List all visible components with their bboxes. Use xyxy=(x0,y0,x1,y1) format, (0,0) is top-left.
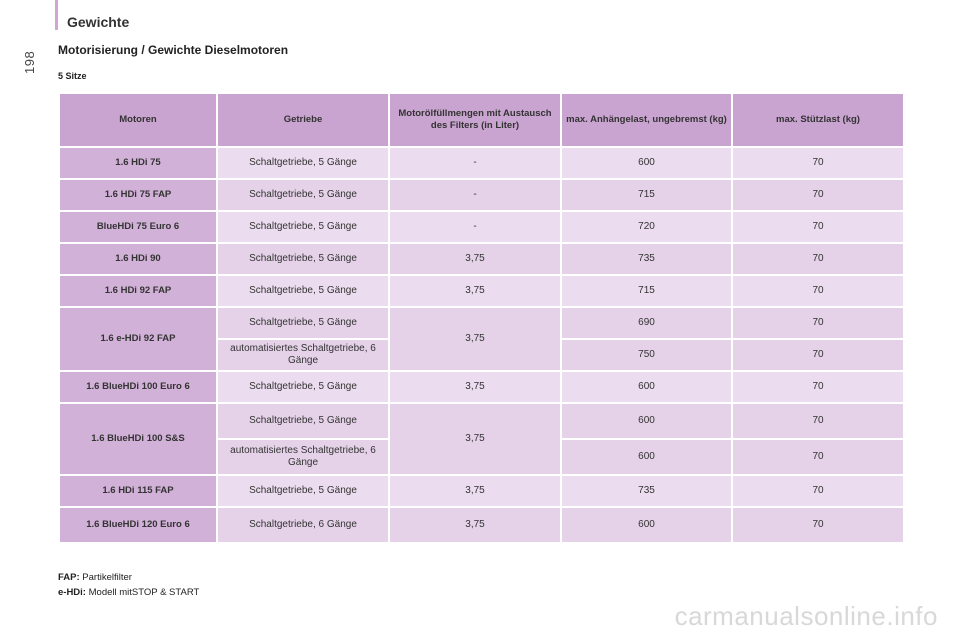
nose-cell: 70 xyxy=(731,506,905,544)
footnotes: FAP: Partikelfilter e-HDi: Modell mitSTO… xyxy=(58,570,199,600)
header-trailer-load: max. Anhängelast, ungebremst (kg) xyxy=(560,92,733,148)
gearbox-cell: Schaltgetriebe, 6 Gänge xyxy=(216,506,390,544)
section-title: Motorisierung / Gewichte Dieselmotoren xyxy=(58,43,289,57)
trailer-cell: 715 xyxy=(560,274,733,308)
oil-cell: 3,75 xyxy=(388,274,562,308)
engine-cell: 1.6 HDi 90 xyxy=(58,242,218,276)
oil-cell: 3,75 xyxy=(388,306,562,372)
oil-cell: 3,75 xyxy=(388,370,562,404)
table-row: 1.6 HDi 75 FAP Schaltgetriebe, 5 Gänge -… xyxy=(58,178,905,212)
trailer-cell: 735 xyxy=(560,242,733,276)
header-gearbox: Getriebe xyxy=(216,92,390,148)
table-header-row: Motoren Getriebe Motorölfüllmengen mit A… xyxy=(58,92,905,148)
watermark: carmanualsonline.info xyxy=(674,601,938,631)
page-number: 198 xyxy=(22,50,37,74)
nose-cell: 70 xyxy=(731,146,905,180)
table-row: 1.6 HDi 90 Schaltgetriebe, 5 Gänge 3,75 … xyxy=(58,242,905,276)
table-row: 1.6 HDi 75 Schaltgetriebe, 5 Gänge - 600… xyxy=(58,146,905,180)
trailer-cell: 600 xyxy=(560,402,733,440)
nose-cell: 70 xyxy=(731,370,905,404)
nose-cell: 70 xyxy=(731,178,905,212)
oil-cell: 3,75 xyxy=(388,474,562,508)
table-row: 1.6 BlueHDi 100 S&S Schaltgetriebe, 5 Gä… xyxy=(58,402,905,476)
engine-cell: 1.6 BlueHDi 100 S&S xyxy=(58,402,218,476)
nose-cell: 70 xyxy=(731,306,905,340)
footnote-term: FAP: xyxy=(58,572,80,583)
gearbox-cell: Schaltgetriebe, 5 Gänge xyxy=(216,402,390,440)
footnote-ehdi: e-HDi: Modell mitSTOP & START xyxy=(58,585,199,600)
trailer-cell: 600 xyxy=(560,506,733,544)
oil-cell: 3,75 xyxy=(388,242,562,276)
trailer-cell: 715 xyxy=(560,178,733,212)
seats-label: 5 Sitze xyxy=(58,71,87,81)
nose-cell: 70 xyxy=(731,402,905,440)
engine-cell: 1.6 HDi 92 FAP xyxy=(58,274,218,308)
oil-cell: 3,75 xyxy=(388,506,562,544)
table-row: 1.6 HDi 115 FAP Schaltgetriebe, 5 Gänge … xyxy=(58,474,905,508)
trailer-cell: 750 xyxy=(560,338,733,372)
footnote-term: e-HDi: xyxy=(58,587,86,598)
table-row: BlueHDi 75 Euro 6 Schaltgetriebe, 5 Gäng… xyxy=(58,210,905,244)
gearbox-cell: Schaltgetriebe, 5 Gänge xyxy=(216,370,390,404)
gearbox-cell: automatisiertes Schaltgetriebe, 6 Gänge xyxy=(216,338,390,372)
nose-cell: 70 xyxy=(731,274,905,308)
table-row: 1.6 BlueHDi 120 Euro 6 Schaltgetriebe, 6… xyxy=(58,506,905,544)
gearbox-cell: Schaltgetriebe, 5 Gänge xyxy=(216,178,390,212)
engine-cell: 1.6 e-HDi 92 FAP xyxy=(58,306,218,372)
table-row: 1.6 HDi 92 FAP Schaltgetriebe, 5 Gänge 3… xyxy=(58,274,905,308)
gearbox-cell: Schaltgetriebe, 5 Gänge xyxy=(216,242,390,276)
footnote-fap: FAP: Partikelfilter xyxy=(58,570,199,585)
table-row: 1.6 e-HDi 92 FAP Schaltgetriebe, 5 Gänge… xyxy=(58,306,905,372)
nose-cell: 70 xyxy=(731,242,905,276)
footnote-text: Partikelfilter xyxy=(79,572,132,583)
gearbox-cell: Schaltgetriebe, 5 Gänge xyxy=(216,146,390,180)
table-row: automatisiertes Schaltgetriebe, 6 Gänge … xyxy=(59,338,905,372)
oil-cell: 3,75 xyxy=(388,402,562,476)
table-row: automatisiertes Schaltgetriebe, 6 Gänge … xyxy=(59,438,905,476)
trailer-cell: 690 xyxy=(560,306,733,340)
header-nose-weight: max. Stützlast (kg) xyxy=(731,92,905,148)
engine-cell: 1.6 BlueHDi 120 Euro 6 xyxy=(58,506,218,544)
engine-cell: 1.6 HDi 75 FAP xyxy=(58,178,218,212)
nose-cell: 70 xyxy=(731,438,905,476)
oil-cell: - xyxy=(388,178,562,212)
weights-table: Motoren Getriebe Motorölfüllmengen mit A… xyxy=(58,92,905,544)
gearbox-cell: Schaltgetriebe, 5 Gänge xyxy=(216,210,390,244)
gearbox-cell: Schaltgetriebe, 5 Gänge xyxy=(216,474,390,508)
engine-cell: 1.6 BlueHDi 100 Euro 6 xyxy=(58,370,218,404)
gearbox-cell: Schaltgetriebe, 5 Gänge xyxy=(216,274,390,308)
trailer-cell: 720 xyxy=(560,210,733,244)
nose-cell: 70 xyxy=(731,338,905,372)
chapter-accent-bar xyxy=(55,0,58,30)
oil-cell: - xyxy=(388,146,562,180)
trailer-cell: 600 xyxy=(560,438,733,476)
engine-cell: BlueHDi 75 Euro 6 xyxy=(58,210,218,244)
engine-cell: 1.6 HDi 115 FAP xyxy=(58,474,218,508)
chapter-title: Gewichte xyxy=(67,14,130,30)
trailer-cell: 735 xyxy=(560,474,733,508)
nose-cell: 70 xyxy=(731,210,905,244)
table-row: 1.6 BlueHDi 100 Euro 6 Schaltgetriebe, 5… xyxy=(58,370,905,404)
engine-cell: 1.6 HDi 75 xyxy=(58,146,218,180)
trailer-cell: 600 xyxy=(560,146,733,180)
header-engine: Motoren xyxy=(58,92,218,148)
footnote-text: Modell mitSTOP & START xyxy=(85,587,200,598)
oil-cell: - xyxy=(388,210,562,244)
nose-cell: 70 xyxy=(731,474,905,508)
header-oil: Motorölfüllmengen mit Austausch des Filt… xyxy=(388,92,562,148)
gearbox-cell: Schaltgetriebe, 5 Gänge xyxy=(216,306,390,340)
trailer-cell: 600 xyxy=(560,370,733,404)
gearbox-cell: automatisiertes Schaltgetriebe, 6 Gänge xyxy=(216,438,390,476)
